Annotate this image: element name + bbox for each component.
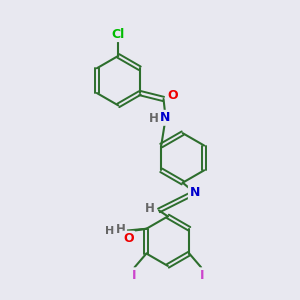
Text: H: H (145, 202, 155, 215)
Text: I: I (132, 269, 137, 282)
Text: O: O (123, 232, 134, 245)
Text: N: N (160, 111, 171, 124)
Text: N: N (189, 186, 200, 199)
Text: H: H (149, 112, 159, 125)
Text: O: O (167, 88, 178, 101)
Text: H: H (116, 223, 126, 236)
Text: I: I (200, 269, 204, 282)
Text: Cl: Cl (112, 28, 125, 40)
Text: HO: HO (105, 226, 124, 236)
